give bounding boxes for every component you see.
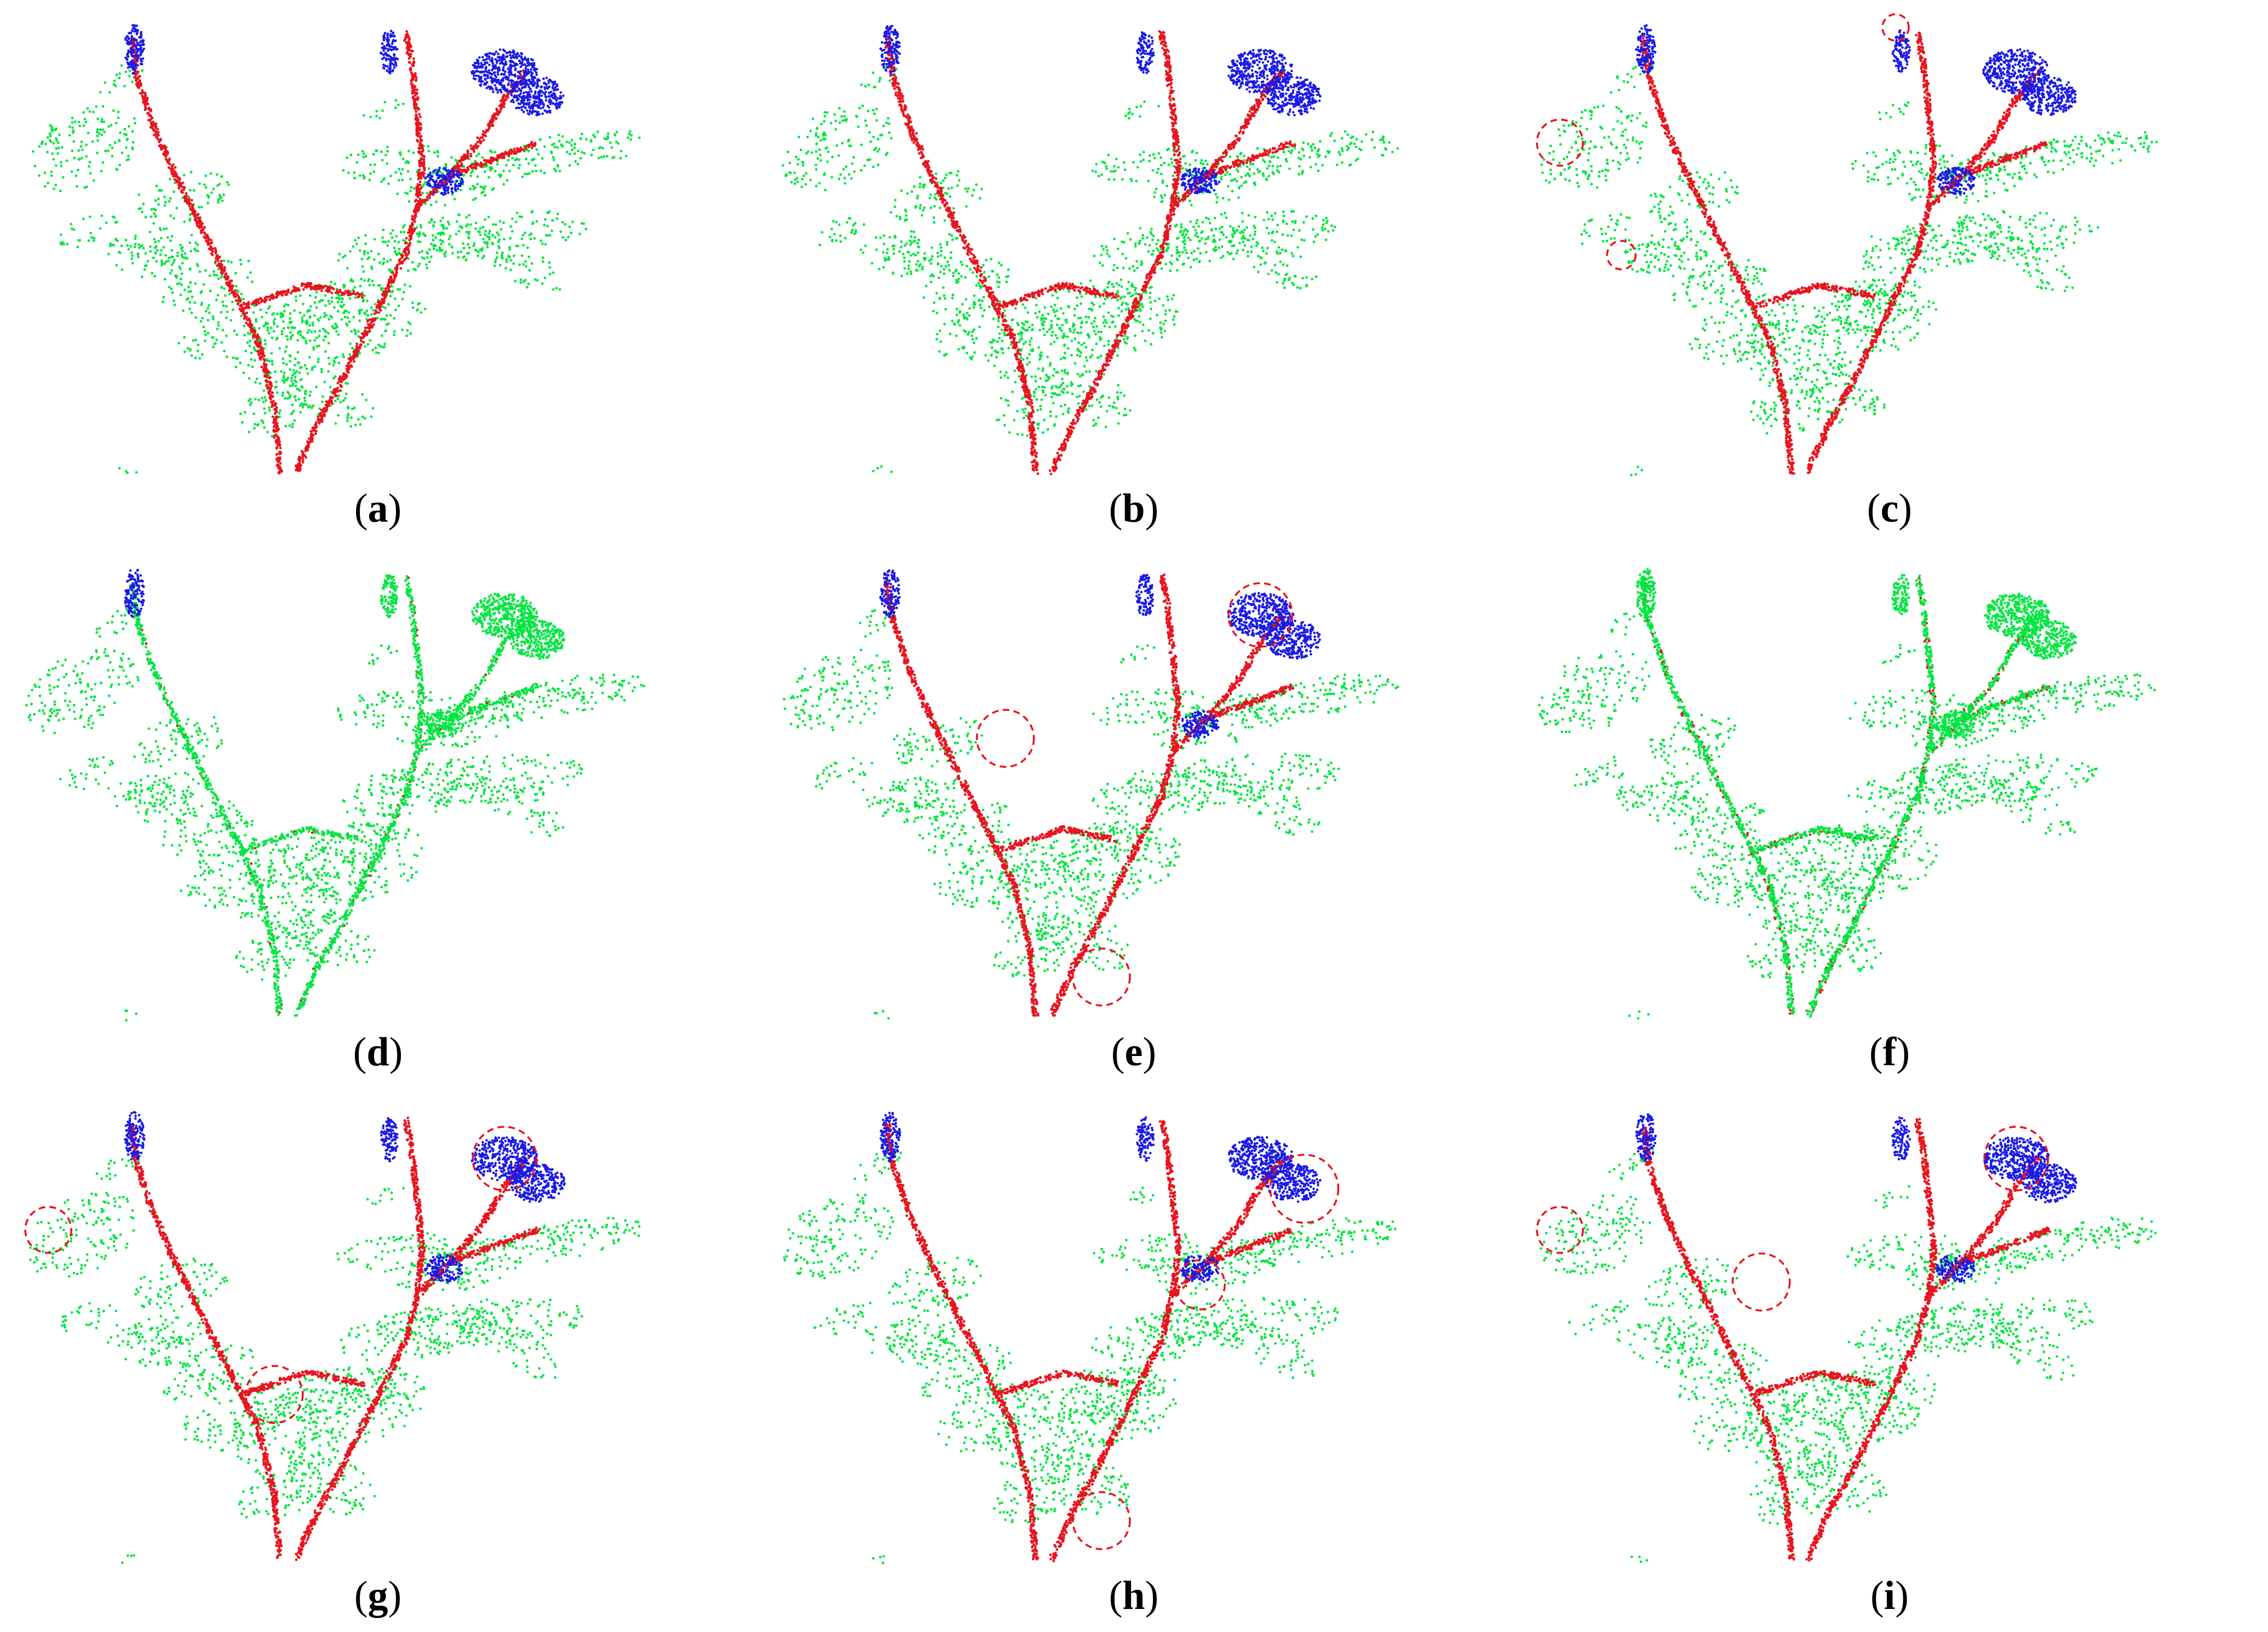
leaf-points [25,605,645,1022]
highlight-circle [24,1206,72,1254]
panel-caption: (e) [756,1032,1512,1072]
stem-points [1639,574,2053,1018]
leaf-points [1539,1148,2157,1563]
panel-a: (a) [0,0,756,544]
panel-caption: (g) [0,1575,756,1616]
point-cloud-h [783,1111,1397,1565]
highlight-circle [1269,1154,1339,1224]
flower-points [1636,568,2077,739]
flower-points [124,568,565,738]
leaf-points [783,1151,1397,1565]
panel-label: h [1122,1573,1145,1618]
panel-f: (f) [1512,544,2267,1087]
flower-points [879,25,1322,195]
point-cloud-g [24,1111,641,1565]
stem-points [127,30,537,475]
stem-points [884,573,1294,1017]
panel-label: i [1884,1573,1896,1618]
panel-caption: (d) [0,1032,756,1072]
leaf-points [31,64,641,475]
highlight-circle [1983,1126,2049,1191]
flower-points [879,1111,1322,1283]
panel-b: (b) [756,0,1512,544]
point-cloud-e [783,569,1399,1020]
panel-h: (h) [756,1087,1512,1631]
highlight-circle [1536,1206,1584,1254]
point-cloud-a [31,24,641,475]
highlight-circle [1072,1491,1131,1550]
panel-label: c [1881,486,1899,531]
stem-points [884,1120,1292,1562]
panel-c: (c) [1512,0,2267,544]
highlight-circle [1072,947,1131,1007]
leaf-points [1540,60,2158,477]
stem-points [1639,31,2048,475]
panel-caption: (c) [1512,488,2267,529]
panel-label: f [1883,1030,1897,1075]
leaf-points [1537,605,2156,1020]
flower-points [879,569,1321,739]
highlight-circle [1881,13,1910,42]
panel-caption: (h) [756,1575,1512,1616]
point-cloud-d [25,568,645,1022]
panel-i: (i) [1512,1087,2267,1631]
flower-points [1634,24,2077,195]
stem-points [884,30,1297,476]
point-cloud-i [1536,1113,2157,1563]
highlight-circle [472,1126,538,1191]
leaf-points [783,603,1399,1020]
highlight-circle [976,709,1035,768]
point-cloud-c [1536,13,2158,477]
flower-points [123,1111,566,1283]
flower-points [124,24,565,196]
leaf-points [29,1154,641,1565]
panel-caption: (b) [756,488,1512,529]
highlight-circle [1732,1252,1791,1312]
panel-caption: (i) [1512,1575,2267,1616]
highlight-circle [245,1365,304,1424]
stem-points [128,575,539,1017]
panel-e: (e) [756,544,1512,1087]
panel-label: a [368,486,388,531]
leaf-points [782,60,1399,473]
panel-label: e [1125,1030,1143,1075]
point-cloud-f [1537,568,2156,1020]
panel-d: (d) [0,544,756,1087]
panel-g: (g) [0,1087,756,1631]
highlight-circle [1606,240,1637,270]
panel-caption: (f) [1512,1032,2267,1072]
highlight-circle [1228,582,1293,648]
panel-caption: (a) [0,488,756,529]
panel-label: d [366,1030,389,1075]
stem-points [128,1116,541,1561]
point-cloud-b [782,25,1399,476]
panel-label: b [1122,486,1145,531]
highlight-circle [1536,118,1584,167]
stem-points [1640,1117,2051,1562]
highlight-circle [1174,1259,1226,1311]
panel-label: g [368,1573,388,1618]
